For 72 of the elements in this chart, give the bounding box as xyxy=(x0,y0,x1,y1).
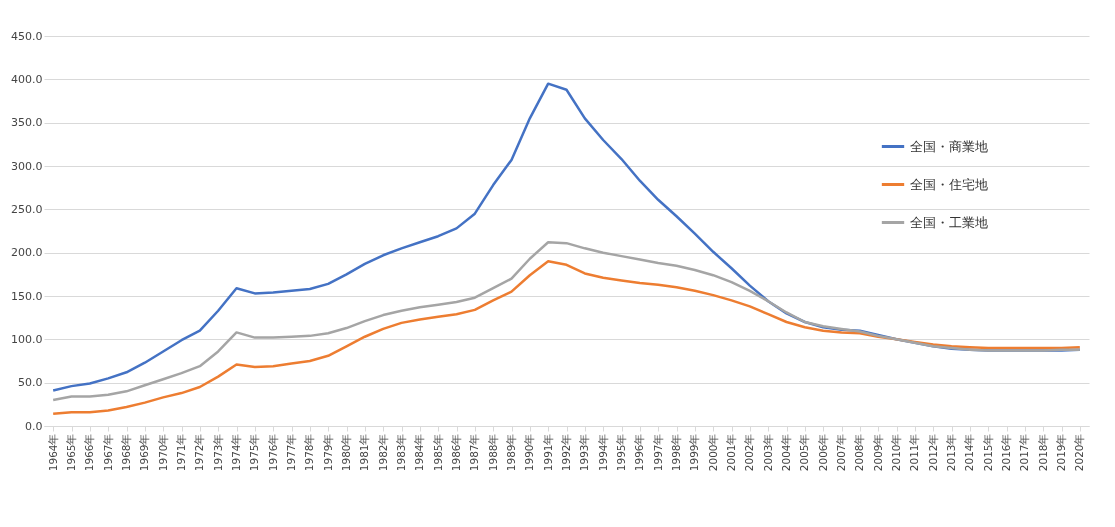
x-tick-label: 1975年 xyxy=(248,433,261,472)
x-tick-label: 2013年 xyxy=(945,433,957,472)
x-tick-label: 2011年 xyxy=(908,433,921,472)
x-tick-label: 1977年 xyxy=(285,433,297,472)
x-tick-label: 1999年 xyxy=(688,433,701,472)
y-tick-label: 400.0 xyxy=(11,72,43,86)
y-tick-label: 50.0 xyxy=(18,376,43,390)
x-tick-label: 1995年 xyxy=(615,433,627,472)
x-tick-label: 1964年 xyxy=(46,433,59,472)
y-tick-label: 450.0 xyxy=(11,29,43,43)
y-tick-label: 100.0 xyxy=(11,332,43,346)
x-tick-label: 1979年 xyxy=(321,433,334,472)
x-tick-label: 2020年 xyxy=(1073,433,1086,472)
x-tick-label: 1974年 xyxy=(230,433,242,472)
x-tick-label: 2007年 xyxy=(835,433,847,472)
x-tick-label: 2017年 xyxy=(1018,433,1031,472)
x-tick-label: 1967年 xyxy=(101,433,114,472)
x-tick-label: 2010年 xyxy=(890,433,902,472)
x-tick-label: 1991年 xyxy=(541,433,554,472)
x-tick-label: 1978年 xyxy=(303,433,316,472)
x-tick-label: 1973年 xyxy=(211,433,224,472)
x-tick-label: 2018年 xyxy=(1036,433,1049,472)
x-tick-label: 2002年 xyxy=(743,433,756,472)
y-tick-label: 200.0 xyxy=(11,246,43,260)
x-tick-label: 1983年 xyxy=(395,433,407,472)
y-tick-label: 150.0 xyxy=(11,289,43,303)
legend-label: 全国・住宅地 xyxy=(910,176,988,192)
x-tick-label: 2014年 xyxy=(963,433,976,472)
x-tick-label: 1994年 xyxy=(596,433,609,472)
x-tick-label: 1998年 xyxy=(670,433,682,472)
x-tick-label: 2008年 xyxy=(853,433,866,472)
x-tick-label: 1965年 xyxy=(65,433,77,472)
x-tick-label: 1997年 xyxy=(651,433,664,472)
x-tick-label: 1986年 xyxy=(450,433,462,472)
x-tick-label: 2003年 xyxy=(761,433,774,472)
x-tick-label: 2006年 xyxy=(816,433,829,472)
x-tick-label: 1985年 xyxy=(431,433,444,472)
x-tick-label: 1990年 xyxy=(523,433,536,472)
x-tick-label: 1992年 xyxy=(560,433,572,472)
legend-label: 全国・工業地 xyxy=(910,214,988,230)
x-tick-label: 1966年 xyxy=(83,433,96,472)
x-tick-label: 1996年 xyxy=(633,433,646,472)
x-tick-label: 1989年 xyxy=(505,433,517,472)
x-tick-label: 1988年 xyxy=(486,433,499,472)
x-tick-label: 2005年 xyxy=(798,433,811,472)
x-tick-label: 2019年 xyxy=(1055,433,1067,472)
x-tick-label: 1972年 xyxy=(193,433,206,472)
legend-label: 全国・商業地 xyxy=(910,138,988,154)
y-tick-label: 350.0 xyxy=(11,116,43,130)
x-tick-label: 1970年 xyxy=(156,433,169,472)
x-tick-label: 1971年 xyxy=(175,433,187,472)
x-tick-label: 1968年 xyxy=(120,433,132,472)
x-tick-label: 1984年 xyxy=(413,433,426,472)
x-tick-label: 1969年 xyxy=(138,433,151,472)
x-tick-label: 1981年 xyxy=(358,433,371,472)
x-tick-label: 1982年 xyxy=(376,433,389,472)
x-tick-label: 2016年 xyxy=(1000,433,1012,472)
x-tick-label: 2015年 xyxy=(981,433,994,472)
y-tick-label: 0.0 xyxy=(25,419,43,433)
x-tick-label: 1993年 xyxy=(578,433,591,472)
y-tick-label: 300.0 xyxy=(11,159,43,173)
y-tick-label: 250.0 xyxy=(11,202,43,216)
x-tick-label: 2009年 xyxy=(871,433,884,472)
x-tick-label: 2004年 xyxy=(780,433,792,472)
x-tick-label: 2000年 xyxy=(706,433,719,472)
line-series xyxy=(51,241,1082,402)
x-tick-label: 1976年 xyxy=(266,433,279,472)
x-tick-label: 2001年 xyxy=(725,433,737,472)
line-series xyxy=(51,260,1082,416)
x-tick-label: 1980年 xyxy=(340,433,352,472)
x-tick-label: 2012年 xyxy=(926,433,939,472)
x-tick-label: 1987年 xyxy=(468,433,481,472)
